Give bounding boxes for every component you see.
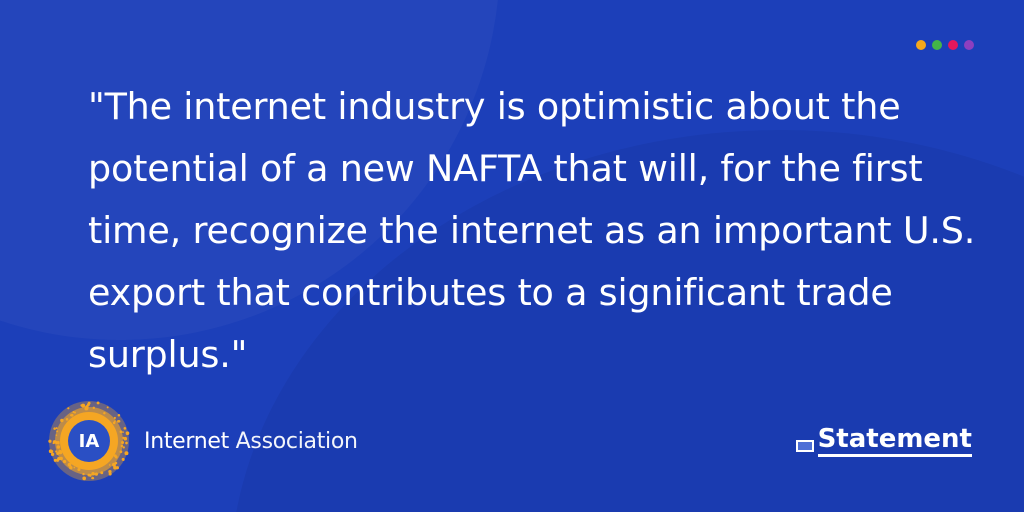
logo-speckle <box>63 459 67 464</box>
logo-speckle <box>108 472 112 476</box>
logo-speckle <box>125 441 128 445</box>
logo-speckle <box>55 450 58 453</box>
logo-speckle <box>100 471 104 475</box>
logo-speckle <box>85 405 89 408</box>
statement-label-block: Statement <box>795 424 972 457</box>
logo-speckle <box>73 411 76 414</box>
logo-speckle <box>91 477 95 480</box>
red-dot <box>948 40 958 50</box>
color-dots <box>916 40 974 50</box>
logo-speckle <box>67 462 72 467</box>
logo-speckle <box>114 461 118 465</box>
brand-name: Internet Association <box>144 429 358 454</box>
logo-speckle <box>55 441 59 445</box>
logo-speckle <box>77 468 81 472</box>
logo-speckle <box>87 473 91 477</box>
orange-dot <box>916 40 926 50</box>
quote-text: "The internet industry is optimistic abo… <box>88 85 976 376</box>
logo-speckle <box>103 411 106 415</box>
logo-speckle <box>123 427 127 430</box>
logo-speckle <box>67 407 70 410</box>
purple-dot <box>964 40 974 50</box>
logo-speckle <box>93 473 96 476</box>
logo-speckle <box>69 466 73 470</box>
logo-speckle <box>58 450 63 455</box>
logo-graphic <box>48 401 130 481</box>
logo-speckle <box>55 434 58 437</box>
logo-speckle <box>57 457 61 461</box>
logo-speckle <box>60 418 64 423</box>
logo-speckle <box>92 406 96 410</box>
brand: IA Internet Association <box>48 400 358 482</box>
logo-speckle <box>117 420 121 423</box>
logo-speckle <box>50 452 55 457</box>
logo-speckle <box>119 450 123 454</box>
logo-speckle <box>87 401 91 405</box>
logo-speckle <box>113 465 117 470</box>
statement-label: Statement <box>817 424 972 457</box>
logo-speckle <box>73 466 76 469</box>
logo-speckle <box>119 430 123 434</box>
logo-speckle <box>125 431 130 436</box>
logo-speckle <box>81 403 86 408</box>
logo-speckle <box>124 451 129 456</box>
logo-speckle <box>69 414 73 417</box>
logo-speckle <box>56 445 61 449</box>
logo-speckle <box>65 418 69 421</box>
logo-speckle <box>124 437 127 440</box>
logo-speckle <box>121 440 125 444</box>
logo-speckle <box>96 401 100 405</box>
logo-speckle <box>112 421 116 425</box>
logo-speckle <box>115 456 118 459</box>
logo-speckle <box>108 469 112 474</box>
logo-speckle <box>55 427 58 430</box>
logo-speckle <box>82 476 87 481</box>
logo-speckle <box>120 444 124 448</box>
document-icon <box>795 440 814 452</box>
logo-speckle <box>53 427 56 430</box>
logo-speckle <box>122 446 125 449</box>
logo-speckle <box>106 406 109 409</box>
logo-speckle <box>56 430 59 433</box>
logo-speckle <box>122 431 124 433</box>
logo-speckle <box>82 472 85 476</box>
brand-name-part2: Association <box>235 428 358 454</box>
logo-speckle <box>117 413 121 417</box>
logo-speckle <box>113 416 116 419</box>
green-dot <box>932 40 942 50</box>
brand-name-part1: Internet <box>144 428 229 454</box>
logo-speckle <box>48 449 53 454</box>
logo-speckle <box>53 458 57 462</box>
logo-speckle <box>48 439 52 443</box>
sunburst-logo-icon: IA <box>48 400 130 482</box>
logo-speckle <box>108 464 111 466</box>
logo-letters: IA <box>78 430 100 452</box>
logo-speckle <box>56 452 60 455</box>
logo-speckle <box>122 458 125 461</box>
logo-speckle <box>94 472 98 476</box>
